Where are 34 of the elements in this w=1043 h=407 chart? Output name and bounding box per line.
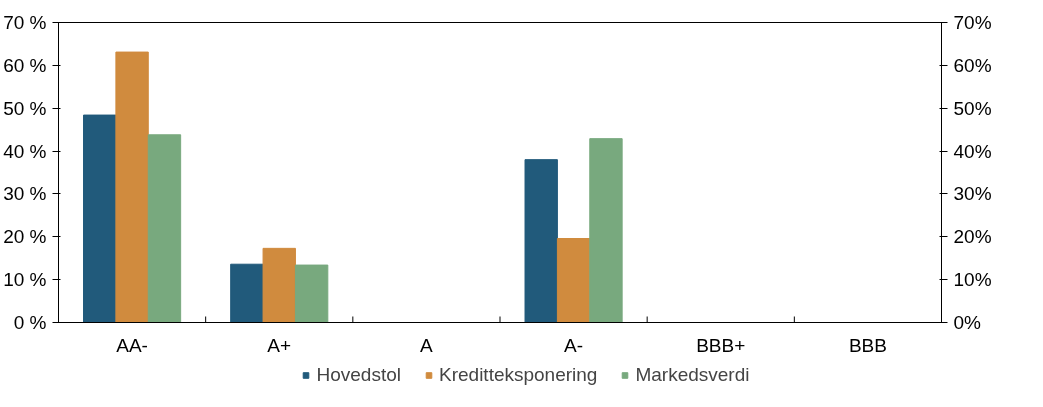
bar xyxy=(556,238,591,323)
y-tick-label: 20 % xyxy=(3,226,47,248)
y-tick-label: 60 % xyxy=(3,54,47,76)
y2-tick-label: 60% xyxy=(953,54,992,76)
y-tick-label: 50 % xyxy=(3,97,47,119)
y-tick-label: 30 % xyxy=(3,183,47,205)
bar xyxy=(294,264,329,323)
bar xyxy=(589,138,623,323)
bar xyxy=(115,51,149,323)
x-tick-label: A xyxy=(420,334,434,356)
y-tick-label: 0 % xyxy=(13,312,47,333)
bar xyxy=(262,247,296,323)
y-tick-label: 40 % xyxy=(3,140,47,162)
y2-tick-label: 40% xyxy=(953,140,992,162)
x-tick-label: BBB xyxy=(848,334,887,356)
bar xyxy=(147,134,182,323)
legend-label: Kreditteksponering xyxy=(439,364,598,386)
bar xyxy=(230,263,264,323)
y2-tick-label: 70% xyxy=(953,12,992,33)
y2-tick-label: 0% xyxy=(953,312,982,333)
x-tick-label: BBB+ xyxy=(696,334,746,356)
y-tick-label: 10 % xyxy=(3,269,47,291)
x-tick-label: A- xyxy=(564,334,584,356)
y2-tick-label: 30% xyxy=(953,183,992,205)
y2-tick-label: 10% xyxy=(953,269,992,291)
legend-label: Hovedstol xyxy=(316,364,402,386)
y-tick-label: 70 % xyxy=(3,12,47,33)
bar xyxy=(524,159,558,323)
y2-tick-label: 50% xyxy=(953,97,992,119)
x-tick-label: A+ xyxy=(267,334,292,356)
y2-tick-label: 20% xyxy=(953,226,992,248)
x-tick-label: AA- xyxy=(116,334,148,356)
legend-label: Markedsverdi xyxy=(635,364,750,386)
bar xyxy=(83,114,117,323)
